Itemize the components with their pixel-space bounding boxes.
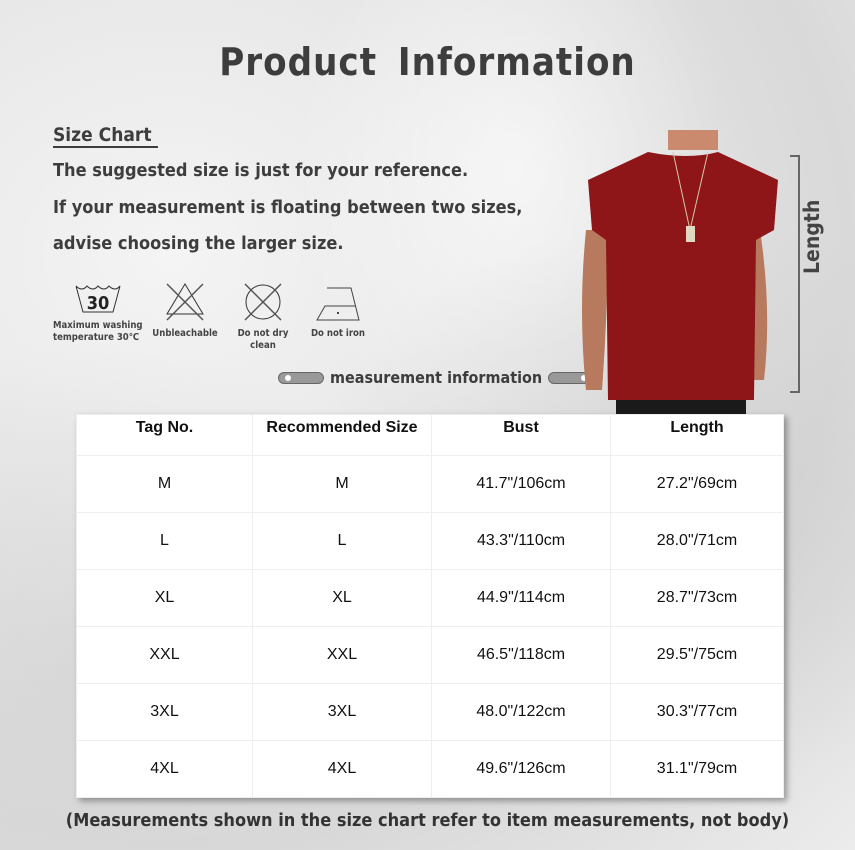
info-line: If your measurement is floating between … [53, 197, 523, 218]
care-label: Do not iron [310, 328, 366, 339]
model-shirt-image [582, 130, 778, 415]
table-row: M M 41.7"/106cm 27.2"/69cm [76, 455, 784, 513]
care-iron: Do not iron [306, 280, 370, 340]
cell-bust: 46.5"/118cm [431, 626, 611, 684]
cell-tag-no: 3XL [76, 683, 253, 741]
care-bleach: Unbleachable [150, 280, 220, 340]
pill-decoration [278, 371, 324, 384]
wash-30-icon: 30 [75, 285, 121, 314]
cell-length: 29.5"/75cm [610, 626, 784, 684]
cell-tag-no: M [76, 455, 253, 513]
cell-recommended-size: L [252, 512, 432, 570]
no-dry-clean-icon [244, 283, 282, 321]
length-label: Length [800, 199, 824, 274]
page-title: Product Information [219, 40, 636, 84]
measurement-label: measurement information [330, 368, 543, 387]
cell-tag-no: L [76, 512, 253, 570]
cell-length: 28.0"/71cm [610, 512, 784, 570]
care-label: Maximum washing [53, 320, 143, 331]
table-row: 4XL 4XL 49.6"/126cm 31.1"/79cm [76, 740, 784, 798]
cell-tag-no: XL [76, 569, 253, 627]
svg-text:30: 30 [87, 293, 110, 314]
header-tag-no: Tag No. [76, 414, 253, 456]
cell-recommended-size: 4XL [252, 740, 432, 798]
cell-recommended-size: XXL [252, 626, 432, 684]
cell-recommended-size: XL [252, 569, 432, 627]
table-row: 3XL 3XL 48.0"/122cm 30.3"/77cm [76, 683, 784, 741]
care-dry-clean: Do not dry clean [224, 280, 302, 352]
length-indicator [790, 155, 800, 393]
no-iron-icon [316, 287, 360, 321]
cell-length: 30.3"/77cm [610, 683, 784, 741]
cell-recommended-size: 3XL [252, 683, 432, 741]
cell-bust: 49.6"/126cm [431, 740, 611, 798]
cell-length: 31.1"/79cm [610, 740, 784, 798]
info-line: The suggested size is just for your refe… [53, 160, 469, 181]
cell-length: 28.7"/73cm [610, 569, 784, 627]
cell-recommended-size: M [252, 455, 432, 513]
care-label: Unbleachable [152, 328, 218, 339]
care-wash: 30 Maximum washing temperature 30℃ [53, 280, 143, 344]
info-line: advise choosing the larger size. [53, 233, 344, 254]
cell-tag-no: 4XL [76, 740, 253, 798]
measurement-note: (Measurements shown in the size chart re… [65, 810, 790, 831]
care-label: temperature 30℃ [53, 332, 140, 343]
cell-bust: 44.9"/114cm [431, 569, 611, 627]
header-bust: Bust [431, 414, 611, 456]
header-recommended-size: Recommended Size [252, 414, 432, 456]
cell-bust: 41.7"/106cm [431, 455, 611, 513]
care-label: Do not dry clean [237, 328, 289, 351]
no-bleach-icon [166, 283, 204, 321]
table-row: XL XL 44.9"/114cm 28.7"/73cm [76, 569, 784, 627]
cell-length: 27.2"/69cm [610, 455, 784, 513]
table-header-row: Tag No. Recommended Size Bust Length [76, 414, 784, 456]
cell-bust: 48.0"/122cm [431, 683, 611, 741]
measurement-info-label: measurement information [278, 368, 595, 387]
table-row: L L 43.3"/110cm 28.0"/71cm [76, 512, 784, 570]
cell-bust: 43.3"/110cm [431, 512, 611, 570]
size-chart-heading: Size Chart [53, 124, 158, 148]
table-row: XXL XXL 46.5"/118cm 29.5"/75cm [76, 626, 784, 684]
header-length: Length [610, 414, 784, 456]
cell-tag-no: XXL [76, 626, 253, 684]
